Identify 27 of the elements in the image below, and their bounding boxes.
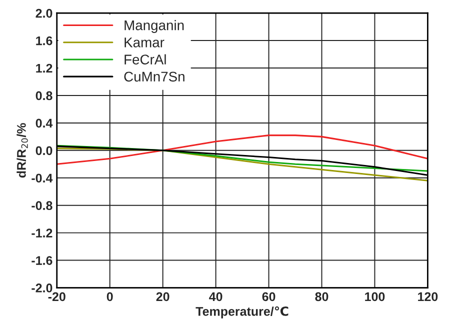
x-tick-label: -20 [48,292,66,302]
legend-label: CuMn7Sn [124,72,184,82]
x-tick-label: 60 [262,292,276,302]
y-tick-label: 0.8 [36,91,52,100]
x-tick-label: 100 [365,292,385,302]
y-tick-label: 0.0 [36,146,52,156]
y-tick-label: -1.6 [32,256,52,265]
y-tick-label: -1.2 [32,228,52,238]
y-tick-label: 0.4 [36,118,53,128]
y-tick-label: -0.8 [32,201,52,210]
y-tick-label: 2.0 [36,8,52,18]
x-axis-title: Temperature/℃ [196,306,288,318]
y-tick-label: -2.0 [32,284,52,292]
y-tick-label: -0.4 [32,174,53,183]
line-series [56,148,428,182]
x-tick-label: 120 [418,292,438,302]
line-series [56,134,428,165]
legend-label: Kamar [124,38,164,48]
y-tick-label: 1.2 [36,64,52,73]
legend-label: Manganin [124,20,184,33]
x-tick-label: 20 [156,292,170,302]
x-tick-label: 40 [209,292,222,302]
x-tick-label: 80 [315,292,328,302]
legend-label: FeCrAl [124,54,166,64]
x-tick-label: 0 [106,292,113,302]
y-tick-label: 1.6 [36,36,52,46]
y-axis-title: dR/R$_{20}$/% [16,123,28,178]
